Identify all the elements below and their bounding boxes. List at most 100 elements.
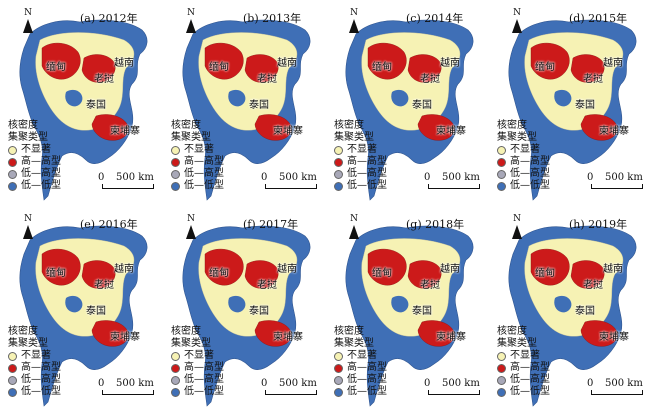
high-high-area bbox=[417, 320, 455, 347]
legend-item: 低—高型 bbox=[334, 374, 387, 386]
legend-swatch-icon bbox=[8, 363, 17, 373]
label-vietnam: 越南 bbox=[277, 58, 297, 69]
legend-item-label: 低—高型 bbox=[510, 168, 550, 179]
north-label: N bbox=[24, 214, 32, 224]
legend-item-label: 低—低型 bbox=[184, 386, 224, 397]
legend-item-label: 低—高型 bbox=[347, 374, 387, 385]
label-thailand: 泰国 bbox=[412, 100, 432, 111]
scale-distance: 500 km bbox=[116, 172, 154, 183]
scale-zero: 0 bbox=[98, 172, 105, 183]
legend-subtitle: 集聚类型 bbox=[334, 132, 374, 143]
legend-item-label: 不显著 bbox=[347, 144, 377, 155]
legend-item: 低—高型 bbox=[171, 168, 224, 180]
legend-item: 不显著 bbox=[497, 144, 550, 156]
legend-swatch-icon bbox=[497, 157, 506, 167]
legend-swatch-icon bbox=[8, 157, 17, 167]
legend-item-label: 不显著 bbox=[184, 144, 214, 155]
legend-item-label: 低—低型 bbox=[347, 386, 387, 397]
map-panel: (b) 2013年 N 缅甸 老挝 越南 泰国 柬埔寨 核密度 集聚类型 不显著 高—高型 低—高型低… bbox=[163, 0, 325, 206]
label-cambodia: 柬埔寨 bbox=[599, 332, 629, 343]
scale-zero: 0 bbox=[424, 172, 431, 183]
legend-swatch-icon bbox=[334, 363, 343, 373]
legend-title: 核密度 bbox=[171, 120, 201, 131]
north-label: N bbox=[350, 214, 358, 224]
label-vietnam: 越南 bbox=[114, 264, 134, 275]
north-label: N bbox=[513, 8, 521, 18]
label-laos: 老挝 bbox=[257, 74, 277, 85]
legend-swatch-icon bbox=[171, 169, 180, 179]
panel-title: (f) 2017年 bbox=[243, 218, 299, 231]
high-high-area bbox=[407, 54, 442, 83]
scale-distance: 500 km bbox=[279, 172, 317, 183]
legend-subtitle: 集聚类型 bbox=[8, 132, 48, 143]
legend-item-label: 高—高型 bbox=[21, 156, 61, 167]
legend-item: 低—高型 bbox=[497, 168, 550, 180]
legend-item: 不显著 bbox=[334, 144, 387, 156]
label-myanmar: 缅甸 bbox=[46, 62, 66, 73]
label-vietnam: 越南 bbox=[114, 58, 134, 69]
label-myanmar: 缅甸 bbox=[535, 62, 555, 73]
legend-item-label: 低—高型 bbox=[347, 168, 387, 179]
legend-swatch-icon bbox=[8, 375, 17, 385]
legend: 核密度 集聚类型 不显著 高—高型 低—高型 低—低型 bbox=[171, 326, 224, 398]
label-laos: 老挝 bbox=[94, 280, 114, 291]
legend-item: 低—高型 bbox=[334, 168, 387, 180]
scale-zero: 0 bbox=[587, 378, 594, 389]
legend-item: 高—高型 bbox=[171, 156, 224, 168]
north-label: N bbox=[24, 8, 32, 18]
region-map bbox=[182, 225, 311, 407]
label-vietnam: 越南 bbox=[277, 264, 297, 275]
legend-swatch-icon bbox=[497, 375, 506, 385]
north-arrow-icon: N bbox=[509, 214, 525, 239]
legend-swatch-icon bbox=[497, 351, 506, 361]
north-arrow-icon: N bbox=[509, 8, 525, 33]
legend-title: 核密度 bbox=[334, 120, 364, 131]
high-high-area bbox=[407, 260, 442, 289]
legend-item: 不显著 bbox=[171, 144, 224, 156]
label-vietnam: 越南 bbox=[440, 264, 460, 275]
legend-item: 低—低型 bbox=[334, 386, 387, 398]
high-high-area bbox=[530, 248, 570, 286]
high-high-area bbox=[254, 114, 292, 141]
high-high-area bbox=[244, 54, 279, 83]
legend-swatch-icon bbox=[334, 157, 343, 167]
north-arrow-icon: N bbox=[20, 8, 36, 33]
legend-swatch-icon bbox=[497, 169, 506, 179]
legend-subtitle: 集聚类型 bbox=[171, 338, 211, 349]
label-thailand: 泰国 bbox=[412, 306, 432, 317]
legend-item: 低—高型 bbox=[497, 374, 550, 386]
high-high-area bbox=[244, 260, 279, 289]
label-thailand: 泰国 bbox=[575, 306, 595, 317]
legend-item: 低—低型 bbox=[171, 180, 224, 192]
map-panel: (a) 2012年 N 缅甸 老挝 越南 泰国 柬埔寨 核密度 集聚类型 不显著 高—高型 低—高型低… bbox=[0, 0, 162, 206]
high-high-area bbox=[91, 320, 129, 347]
legend-item-label: 高—高型 bbox=[184, 362, 224, 373]
label-myanmar: 缅甸 bbox=[209, 62, 229, 73]
panel-title: (e) 2016年 bbox=[80, 218, 138, 231]
legend-item-label: 不显著 bbox=[184, 350, 214, 361]
label-laos: 老挝 bbox=[583, 74, 603, 85]
region-map bbox=[19, 19, 148, 201]
high-high-area bbox=[580, 320, 618, 347]
panel-title: (c) 2014年 bbox=[406, 12, 464, 25]
legend-swatch-icon bbox=[334, 351, 343, 361]
label-laos: 老挝 bbox=[420, 280, 440, 291]
scale-zero: 0 bbox=[587, 172, 594, 183]
high-high-area bbox=[41, 248, 81, 286]
legend-item-label: 高—高型 bbox=[347, 156, 387, 167]
high-high-area bbox=[204, 248, 244, 286]
panel-title: (g) 2018年 bbox=[406, 218, 465, 231]
high-high-area bbox=[580, 114, 618, 141]
legend-item: 低—低型 bbox=[8, 180, 61, 192]
legend-item: 低—高型 bbox=[171, 374, 224, 386]
legend-item-label: 高—高型 bbox=[184, 156, 224, 167]
scale-zero: 0 bbox=[261, 172, 268, 183]
label-thailand: 泰国 bbox=[575, 100, 595, 111]
legend-item-label: 不显著 bbox=[347, 350, 377, 361]
low-low-area bbox=[65, 89, 83, 107]
legend: 核密度 集聚类型 不显著 高—高型 低—高型 低—低型 bbox=[497, 326, 550, 398]
legend-title: 核密度 bbox=[334, 326, 364, 337]
label-vietnam: 越南 bbox=[603, 58, 623, 69]
label-cambodia: 柬埔寨 bbox=[110, 126, 140, 137]
label-laos: 老挝 bbox=[257, 280, 277, 291]
